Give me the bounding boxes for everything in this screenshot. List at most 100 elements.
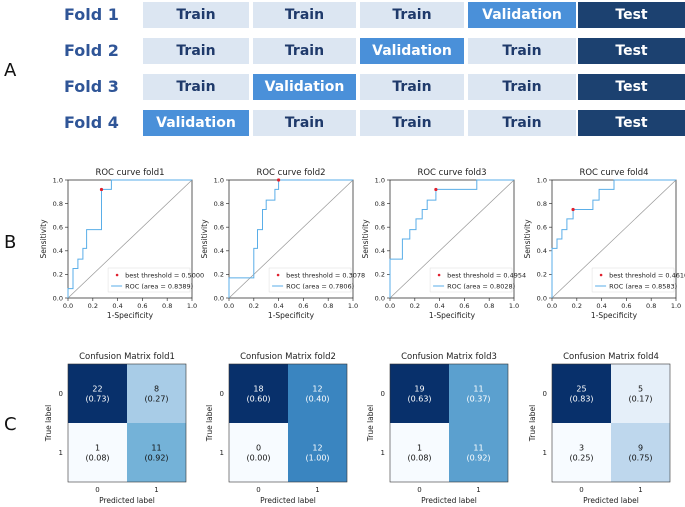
fold-cell-validation: Validation [360,38,464,64]
confusion-x-label: Predicted label [260,496,316,505]
fold-cell-train: Train [253,38,356,64]
confusion-cell [127,423,186,482]
fold-cell-train: Train [468,74,576,100]
roc-y-tick-label: 0.2 [214,271,224,279]
roc-best-point [99,187,104,192]
roc-chance-line [67,179,193,299]
roc-x-tick-label: 0.4 [596,302,606,310]
roc-legend-point-marker [276,273,280,277]
roc-legend-box [591,267,675,293]
roc-x-tick-label: 0.8 [646,302,656,310]
confusion-y-tick-label: 1 [220,449,224,457]
confusion-cell-count: 11 [473,385,483,394]
confusion-cell [552,423,611,482]
roc-legend-box [107,267,191,293]
roc-y-tick-label: 0.2 [375,271,385,279]
panel-letter-a: A [4,60,17,81]
fold-cell-train: Train [143,2,249,28]
confusion-cell [390,423,449,482]
roc-curve-line [228,179,353,298]
fold-cell-train: Train [143,74,249,100]
fold-label: Fold 4 [64,113,119,132]
fold-label: Fold 3 [64,77,119,96]
roc-x-tick-label: 0.8 [484,302,494,310]
confusion-cell-count: 1 [95,444,100,453]
confusion-cell-ratio: (0.27) [144,395,168,404]
roc-y-label: Sensitivity [523,219,532,259]
confusion-y-tick-label: 1 [59,449,63,457]
confusion-cell-count: 1 [417,444,422,453]
confusion-cell-ratio: (0.40) [305,395,329,404]
confusion-cell [68,423,127,482]
fold-cell-train: Train [360,74,464,100]
roc-legend-area: ROC (area = 0.8028) [447,283,515,291]
roc-x-tick-label: 1.0 [348,302,358,310]
confusion-cell-ratio: (0.75) [628,454,652,463]
confusion-cell-count: 11 [151,444,161,453]
confusion-x-label: Predicted label [99,496,155,505]
roc-x-tick-label: 0.4 [273,302,283,310]
confusion-title: Confusion Matrix fold2 [240,352,336,362]
roc-x-tick-label: 0.2 [88,302,98,310]
roc-x-tick-label: 0.0 [224,302,234,310]
roc-x-tick-label: 0.0 [547,302,557,310]
roc-x-tick-label: 1.0 [187,302,197,310]
roc-legend-area: ROC (area = 0.8389) [125,283,193,291]
confusion-title: Confusion Matrix fold4 [563,352,659,362]
confusion-x-tick-label: 0 [417,486,421,494]
confusion-frame [228,363,348,483]
fold-label: Fold 2 [64,41,119,60]
roc-best-point [434,187,438,192]
roc-curve-line [389,179,514,298]
roc-x-tick-label: 0.6 [137,302,147,310]
roc-x-tick-label: 0.0 [385,302,395,310]
confusion-y-label: True label [44,405,53,442]
roc-x-tick-label: 0.0 [63,302,73,310]
roc-y-tick-label: 0.4 [537,247,547,255]
confusion-cell [449,364,508,423]
confusion-cell-count: 0 [256,444,261,453]
fold-cell-test: Test [578,2,685,28]
roc-x-tick-label: 0.2 [249,302,259,310]
confusion-cell-ratio: (0.08) [85,454,109,463]
confusion-cell-count: 12 [312,385,322,394]
confusion-title: Confusion Matrix fold3 [401,352,497,362]
roc-legend-area: ROC (area = 0.7806) [286,283,354,291]
confusion-title: Confusion Matrix fold1 [79,352,175,362]
confusion-y-tick-label: 1 [543,449,547,457]
confusion-y-label: True label [366,405,375,442]
fold-cell-test: Test [578,74,685,100]
confusion-cell-ratio: (0.00) [246,454,270,463]
roc-x-tick-label: 1.0 [509,302,519,310]
roc-y-tick-label: 1.0 [375,176,385,184]
fold-cell-train: Train [253,110,356,136]
roc-y-tick-label: 0.6 [375,224,385,232]
fold-cell-train: Train [360,2,464,28]
confusion-y-label: True label [205,405,214,442]
confusion-cell-count: 18 [253,385,263,394]
roc-y-label: Sensitivity [39,219,48,259]
roc-legend-area: ROC (area = 0.8583) [609,283,677,291]
confusion-cell-count: 3 [579,444,584,453]
confusion-cell [552,364,611,423]
fold-cell-test: Test [578,110,685,136]
fold-cell-train: Train [468,110,576,136]
roc-y-label: Sensitivity [200,219,209,259]
confusion-cell [68,364,127,423]
fold-cell-validation: Validation [253,74,356,100]
fold-row: Fold 2 Train Train Validation Train Test [0,38,685,64]
confusion-cell-ratio: (0.60) [246,395,270,404]
confusion-frame [389,363,509,483]
panel-letter-c: C [4,414,17,435]
fold-cell-validation: Validation [468,2,576,28]
confusion-cell [229,423,288,482]
roc-x-label: 1-Specificity [107,311,154,320]
roc-x-tick-label: 0.2 [572,302,582,310]
roc-title: ROC curve fold4 [579,168,648,178]
roc-best-point [571,207,575,212]
roc-x-tick-label: 0.4 [112,302,122,310]
roc-x-tick-label: 0.6 [621,302,631,310]
roc-y-label: Sensitivity [361,219,370,259]
roc-chance-line [551,179,677,299]
